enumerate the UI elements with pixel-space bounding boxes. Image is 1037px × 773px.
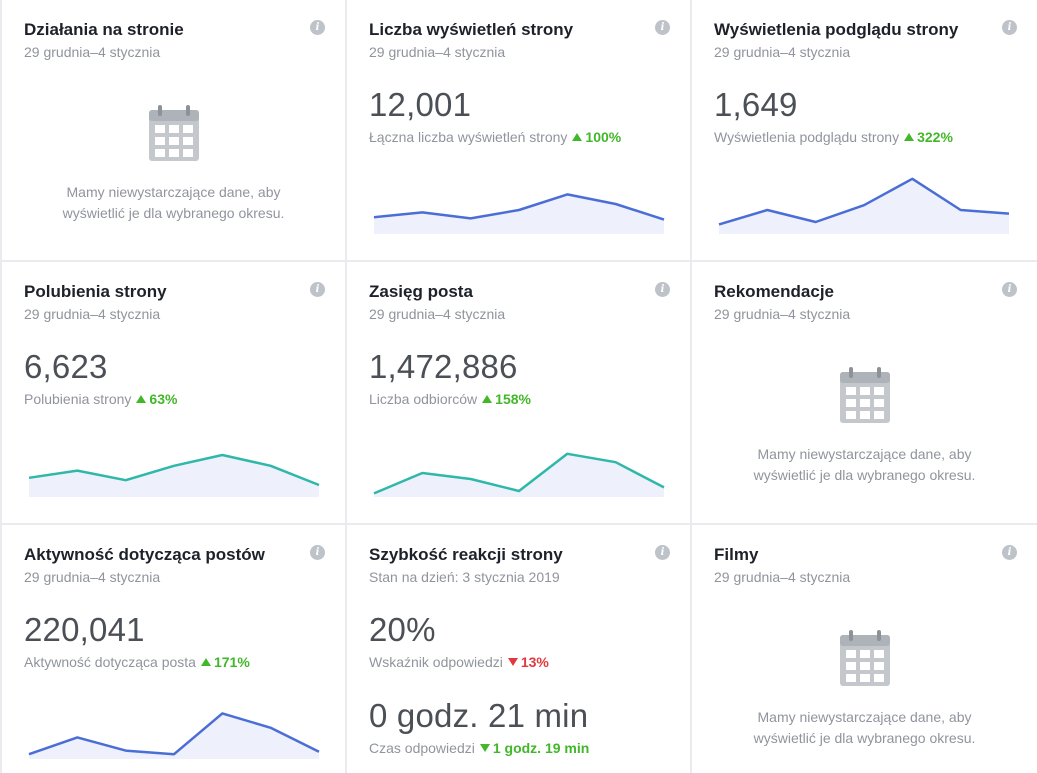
card-videos[interactable]: Filmy 29 grudnia–4 stycznia i Mamy niewy…: [692, 525, 1037, 773]
card-post-engagement[interactable]: Aktywność dotycząca postów 29 grudnia–4 …: [2, 525, 345, 773]
metric-value: 220,041: [24, 611, 145, 648]
trend-up-icon: [136, 395, 147, 403]
card-period: 29 grudnia–4 stycznia: [714, 44, 851, 60]
info-icon[interactable]: i: [310, 545, 325, 560]
card-page-views[interactable]: Liczba wyświetleń strony 29 grudnia–4 st…: [347, 0, 690, 260]
empty-message: Mamy niewystarczające dane, aby wyświetl…: [692, 707, 1037, 749]
metric-label-text: Łączna liczba wyświetleń strony: [369, 129, 568, 145]
sparkline: [373, 193, 665, 234]
metric-change: 322%: [917, 129, 953, 145]
card-title: Liczba wyświetleń strony: [369, 20, 574, 39]
metric-value: 1,472,886: [369, 348, 518, 385]
empty-message-line2: wyświetlić je dla wybranego okresu.: [753, 730, 976, 746]
calendar-icon: [839, 630, 890, 686]
metric-label-text: Wskaźnik odpowiedzi: [369, 654, 503, 670]
card-period: 29 grudnia–4 stycznia: [369, 44, 506, 60]
response-time-change: 1 godz. 19 min: [492, 740, 590, 756]
metric-label: Wyświetlenia podglądu strony 322%: [714, 129, 953, 145]
metric-value: 12,001: [369, 86, 472, 123]
trend-up-icon: [200, 658, 211, 666]
metric-change: 171%: [213, 654, 250, 670]
sparkline-area: [29, 713, 319, 759]
empty-message-line1: Mamy niewystarczające dane, aby: [66, 184, 281, 200]
card-period: Stan na dzień: 3 stycznia 2019: [369, 569, 560, 585]
info-icon[interactable]: i: [310, 282, 325, 297]
trend-up-icon: [572, 133, 583, 141]
card-page-likes[interactable]: Polubienia strony 29 grudnia–4 stycznia …: [2, 262, 345, 523]
card-title: Filmy: [714, 545, 759, 564]
trend-down-icon: [479, 744, 490, 752]
trend-down-icon: [507, 658, 518, 666]
trend-up-icon: [904, 133, 915, 141]
metric-change: 63%: [149, 391, 178, 407]
card-page-previews[interactable]: Wyświetlenia podglądu strony 29 grudnia–…: [692, 0, 1037, 260]
sparkline-area: [374, 453, 664, 497]
sparkline-area: [374, 194, 664, 234]
info-icon[interactable]: i: [655, 545, 670, 560]
sparkline-line: [373, 452, 665, 495]
card-period: 29 grudnia–4 stycznia: [24, 569, 161, 585]
calendar-icon: [148, 105, 199, 161]
metric-label: Aktywność dotycząca posta 171%: [24, 654, 250, 670]
card-title: Wyświetlenia podglądu strony: [714, 20, 959, 39]
card-title: Zasięg posta: [369, 282, 473, 301]
info-icon[interactable]: i: [1002, 20, 1017, 35]
card-period: 29 grudnia–4 stycznia: [369, 306, 506, 322]
empty-message-line1: Mamy niewystarczające dane, aby: [757, 709, 972, 725]
card-post-reach[interactable]: Zasięg posta 29 grudnia–4 stycznia i 1,4…: [347, 262, 690, 523]
metric-value: 1,649: [714, 86, 798, 123]
metric-value: 6,623: [24, 348, 108, 385]
sparkline-line: [28, 712, 320, 756]
metric-label-text: Aktywność dotycząca posta: [24, 654, 196, 670]
response-time-value: 0 godz. 21 min: [369, 697, 589, 734]
info-icon[interactable]: i: [655, 20, 670, 35]
sparkline-line: [373, 193, 665, 221]
empty-message: Mamy niewystarczające dane, aby wyświetl…: [2, 182, 345, 224]
info-icon[interactable]: i: [655, 282, 670, 297]
metric-change: 158%: [495, 391, 531, 407]
metric-label: Wskaźnik odpowiedzi 13%: [369, 654, 549, 670]
sparkline-line: [718, 177, 1010, 226]
metric-label-text: Wyświetlenia podglądu strony: [714, 129, 900, 145]
empty-message: Mamy niewystarczające dane, aby wyświetl…: [692, 444, 1037, 486]
card-period: 29 grudnia–4 stycznia: [24, 306, 161, 322]
info-icon[interactable]: i: [1002, 545, 1017, 560]
card-recommendations[interactable]: Rekomendacje 29 grudnia–4 stycznia i Mam…: [692, 262, 1037, 523]
empty-message-line2: wyświetlić je dla wybranego okresu.: [62, 205, 285, 221]
calendar-icon: [839, 367, 890, 423]
card-title: Rekomendacje: [714, 282, 834, 301]
metric-change: 13%: [520, 654, 549, 670]
sparkline: [718, 177, 1010, 234]
card-period: 29 grudnia–4 stycznia: [24, 44, 161, 60]
sparkline-line: [28, 453, 320, 487]
empty-message-line2: wyświetlić je dla wybranego okresu.: [753, 467, 976, 483]
info-icon[interactable]: i: [1002, 282, 1017, 297]
metric-label: Polubienia strony 63%: [24, 391, 177, 407]
response-time-label-text: Czas odpowiedzi: [369, 740, 475, 756]
metric-value: 20%: [369, 611, 436, 648]
metric-label-text: Polubienia strony: [24, 391, 132, 407]
card-period: 29 grudnia–4 stycznia: [714, 569, 851, 585]
metric-label: Liczba odbiorców 158%: [369, 391, 531, 407]
metric-label-text: Liczba odbiorców: [369, 391, 478, 407]
card-period: 29 grudnia–4 stycznia: [714, 306, 851, 322]
card-title: Polubienia strony: [24, 282, 167, 301]
sparkline-area: [29, 455, 319, 497]
response-time-label: Czas odpowiedzi 1 godz. 19 min: [369, 740, 589, 756]
sparkline: [28, 453, 320, 497]
metric-change: 100%: [585, 129, 622, 145]
sparkline: [28, 712, 320, 759]
card-page-actions[interactable]: Działania na stronie 29 grudnia–4 styczn…: [2, 0, 345, 260]
metric-label: Łączna liczba wyświetleń strony 100%: [369, 129, 621, 145]
empty-message-line1: Mamy niewystarczające dane, aby: [757, 446, 972, 462]
card-response-speed[interactable]: Szybkość reakcji strony Stan na dzień: 3…: [347, 525, 690, 773]
trend-up-icon: [482, 395, 493, 403]
card-title: Aktywność dotycząca postów: [24, 545, 265, 564]
card-title: Szybkość reakcji strony: [369, 545, 563, 564]
info-icon[interactable]: i: [310, 20, 325, 35]
sparkline: [373, 452, 665, 497]
card-title: Działania na stronie: [24, 20, 184, 39]
